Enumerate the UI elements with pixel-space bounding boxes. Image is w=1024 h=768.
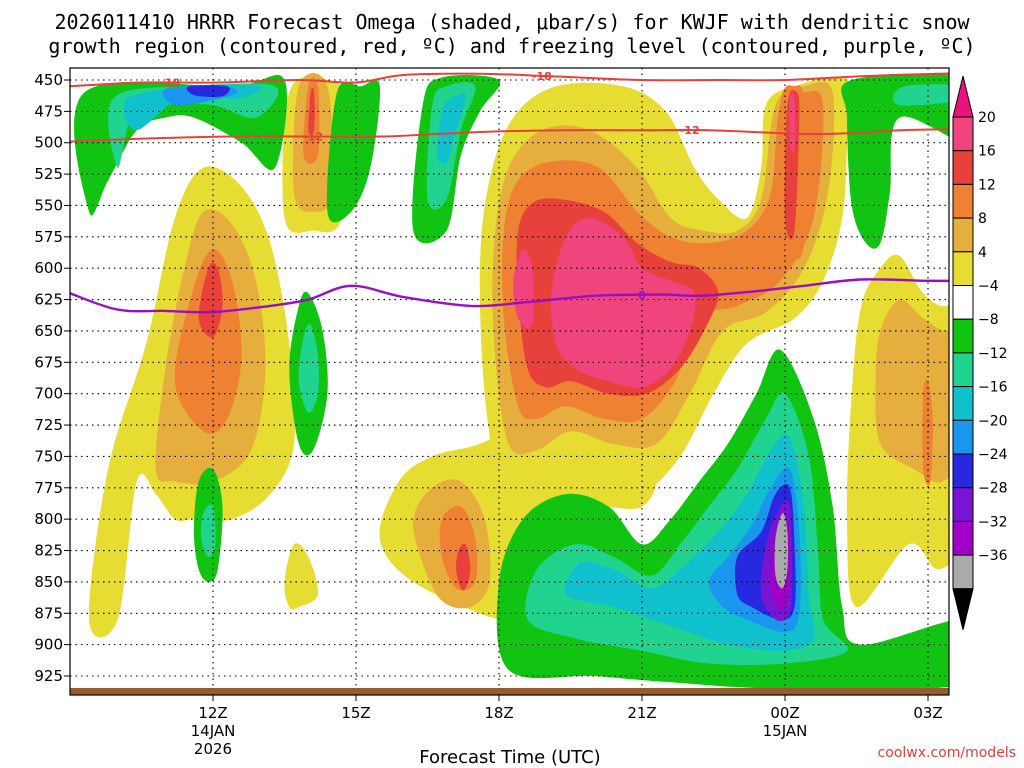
y-tick-label: 600 (34, 259, 63, 277)
colorbar-label: −12 (978, 346, 1008, 362)
omega-region-3 (198, 262, 223, 338)
y-tick-label: 750 (34, 447, 63, 465)
colorbar-label: 12 (978, 177, 996, 193)
omega-region-7 (308, 87, 315, 135)
omega-shaded-regions (74, 72, 949, 690)
dgz-contour-minus12-label: -12 (303, 130, 323, 143)
x-tick-label: 00Z (770, 704, 799, 722)
y-tick-label: 725 (34, 416, 63, 434)
omega-region-13 (326, 80, 381, 223)
y-tick-label: 575 (34, 228, 63, 246)
y-tick-label: 925 (34, 667, 63, 685)
colorbar-swatch (952, 352, 974, 388)
colorbar: 20 16 12 8 4 −4 −8 −12 −16 −20 −24 −28 −32 −36 (952, 75, 1008, 630)
omega-region-34 (789, 92, 796, 153)
x-tick-label: 15Z (341, 704, 370, 722)
dgz-contour-minus12-label: -12 (680, 124, 700, 137)
y-tick-label: 475 (34, 102, 63, 120)
colorbar-label: −8 (978, 312, 999, 328)
colorbar-label: −28 (978, 481, 1008, 497)
omega-region-19 (284, 543, 319, 610)
colorbar-swatch (952, 150, 974, 185)
y-tick-label: 525 (34, 165, 63, 183)
chart-title: 2026011410 HRRR Forecast Omega (shaded, … (48, 10, 975, 58)
colorbar-label: −32 (978, 514, 1008, 530)
y-tick-label: 500 (34, 134, 63, 152)
colorbar-label: −24 (978, 447, 1008, 463)
colorbar-label: −4 (978, 279, 999, 295)
y-axis-ticks: 450 475 500 525 550 575 600 625 650 675 700 725 750 7… (34, 71, 70, 685)
colorbar-swatch (952, 285, 974, 320)
y-tick-label: 900 (34, 636, 63, 654)
ground-surface (70, 688, 949, 695)
y-tick-label: 675 (34, 353, 63, 371)
colorbar-swatch (952, 386, 974, 421)
dgz-contour-minus18 (70, 72, 949, 88)
contour-lines: -18 -18 -12 -12 0 (70, 70, 949, 314)
y-tick-label: 875 (34, 604, 63, 622)
x-tick-date: 15JAN (763, 722, 808, 740)
y-tick-label: 650 (34, 322, 63, 340)
dgz-contour-minus18-label: -18 (532, 70, 552, 83)
x-tick-label: 03Z (913, 704, 942, 722)
colorbar-swatch (952, 453, 974, 489)
colorbar-swatch (952, 318, 974, 354)
omega-region-2 (174, 249, 242, 434)
colorbar-swatch (952, 554, 974, 590)
plot-frame (69, 67, 950, 696)
omega-region-31 (550, 218, 696, 388)
x-tick-label: 12Z (198, 704, 227, 722)
x-axis-title: Forecast Time (UTC) (419, 747, 600, 768)
x-tick-label: 18Z (484, 704, 513, 722)
colorbar-top-arrow (952, 75, 974, 118)
chart-title-line-2: growth region (contoured, red, ºC) and f… (48, 34, 975, 58)
colorbar-swatch (952, 251, 974, 287)
omega-region-21 (200, 504, 216, 557)
dgz-contour-minus12 (70, 128, 949, 143)
y-tick-label: 700 (34, 385, 63, 403)
y-tick-label: 775 (34, 479, 63, 497)
colorbar-label: 8 (978, 211, 987, 227)
freezing-level-contour-label: 0 (638, 289, 646, 302)
colorbar-swatch (952, 217, 974, 253)
omega-region-25 (456, 543, 471, 591)
gridlines (70, 68, 949, 695)
colorbar-swatch (952, 419, 974, 455)
colorbar-swatch (952, 183, 974, 219)
x-tick-label: 21Z (627, 704, 656, 722)
colorbar-label: −20 (978, 413, 1008, 429)
colorbar-swatch (952, 520, 974, 556)
colorbar-label: 16 (978, 144, 996, 160)
y-tick-label: 625 (34, 291, 63, 309)
omega-region-12 (186, 85, 230, 98)
omega-region-38 (841, 73, 949, 249)
dgz-contour-minus18-label: -18 (160, 77, 180, 90)
omega-region-39 (892, 84, 949, 106)
colorbar-label: 4 (978, 245, 987, 261)
colorbar-label: −36 (978, 548, 1008, 564)
colorbar-swatch (952, 116, 974, 152)
y-tick-label: 550 (34, 196, 63, 214)
colorbar-bottom-arrow (952, 588, 974, 630)
freezing-level-contour (70, 278, 949, 314)
colorbar-label: 20 (978, 110, 996, 126)
colorbar-swatch (952, 487, 974, 522)
y-tick-label: 825 (34, 542, 63, 560)
credit-text: coolwx.com/models (878, 745, 1016, 761)
omega-region-18 (298, 323, 319, 413)
chart-title-line-1: 2026011410 HRRR Forecast Omega (shaded, … (54, 10, 970, 34)
y-tick-label: 450 (34, 71, 63, 89)
omega-region-30 (513, 249, 534, 329)
omega-region-16 (436, 93, 466, 164)
omega-region-33 (784, 90, 800, 240)
colorbar-label: −16 (978, 380, 1008, 396)
y-tick-label: 850 (34, 573, 63, 591)
y-tick-label: 800 (34, 510, 63, 528)
x-tick-year: 2026 (194, 740, 232, 758)
x-tick-date: 14JAN (191, 722, 236, 740)
